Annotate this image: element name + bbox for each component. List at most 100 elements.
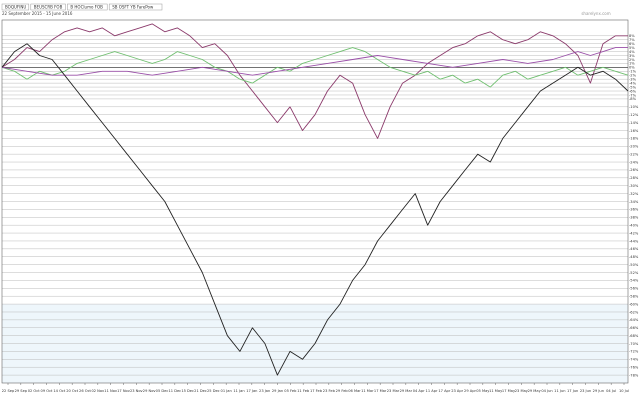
x-tick-label: 23 Feb bbox=[323, 389, 336, 393]
y-tick-label: -78% bbox=[629, 373, 639, 377]
x-tick-label: 11 Feb bbox=[297, 389, 310, 393]
x-tick-label: 23 May bbox=[515, 389, 529, 393]
y-tick-label: -40% bbox=[629, 223, 639, 227]
x-tick-label: 04 Apr bbox=[413, 389, 425, 393]
x-tick-label: 01 Jan bbox=[221, 389, 232, 393]
x-tick-label: 14 Oct bbox=[53, 389, 66, 393]
x-tick-label: 02 Oct bbox=[28, 389, 41, 393]
x-tick-label: 23 Jun bbox=[580, 389, 591, 393]
x-axis: 22 Sep 29 Sep 02 Oct 09 Oct 14 Oct 20 Oct 26 O… bbox=[2, 383, 629, 393]
series-line-1 bbox=[1, 47, 629, 88]
series-line-2 bbox=[1, 47, 628, 76]
y-tick-label: -58% bbox=[629, 294, 639, 298]
y-tick-label: -26% bbox=[629, 168, 639, 172]
y-tick-label: -30% bbox=[629, 184, 639, 188]
x-tick-label: 29 May bbox=[528, 389, 542, 393]
x-tick-label: 06 Mar bbox=[348, 389, 361, 393]
x-tick-label: 20 Oct bbox=[66, 389, 79, 393]
legend-box bbox=[30, 3, 66, 11]
x-tick-label: 17 May bbox=[502, 389, 516, 393]
x-tick-label: 29 Nov bbox=[143, 389, 157, 393]
x-tick-label: 17 Mar bbox=[374, 389, 387, 393]
legend-box bbox=[67, 3, 108, 11]
legend-label: BOQUFINU bbox=[5, 5, 26, 10]
y-tick-label: -28% bbox=[629, 176, 639, 180]
y-axis: 8%7%6%5%4%3%2%1%0%-1%-2%-3%-4%-5%-6%-7%-… bbox=[629, 34, 639, 377]
x-tick-label: 09 Oct bbox=[41, 389, 54, 393]
y-tick-label: -72% bbox=[629, 350, 639, 354]
y-tick-label: -36% bbox=[629, 208, 639, 212]
y-tick-label: 2% bbox=[629, 58, 635, 62]
x-tick-label: 23 Apr bbox=[451, 389, 463, 393]
y-tick-label: -12% bbox=[629, 113, 639, 117]
y-tick-label: -44% bbox=[629, 239, 639, 243]
y-tick-label: 4% bbox=[629, 50, 635, 54]
y-tick-label: -50% bbox=[629, 263, 639, 267]
legend: BOQUFINU BEUSCRB FOB B HOCIumo FOB SB OSFT … bbox=[1, 3, 163, 11]
x-tick-label: 04 Jun bbox=[541, 389, 552, 393]
y-tick-label: -62% bbox=[629, 310, 639, 314]
x-tick-label: 10 Jul bbox=[619, 389, 629, 393]
y-tick-label: -60% bbox=[629, 302, 639, 306]
y-tick-label: -46% bbox=[629, 247, 639, 251]
x-tick-label: 17 Jun bbox=[567, 389, 578, 393]
x-tick-label: 23 Jan bbox=[259, 389, 270, 393]
y-tick-label: -22% bbox=[629, 152, 639, 156]
x-tick-label: 15 Dec bbox=[181, 389, 194, 393]
series-lines bbox=[1, 23, 629, 376]
y-tick-label: -8% bbox=[629, 97, 637, 101]
legend-box bbox=[1, 3, 30, 11]
y-tick-label: -56% bbox=[629, 287, 639, 291]
y-tick-label: -6% bbox=[629, 89, 637, 93]
x-tick-label: 17 Jan bbox=[246, 389, 257, 393]
x-tick-label: 17 Nov bbox=[117, 389, 131, 393]
x-tick-label: 11 Apr bbox=[426, 389, 438, 393]
x-tick-label: 29 Apr bbox=[464, 389, 476, 393]
x-tick-label: 05 Dec bbox=[156, 389, 169, 393]
y-tick-label: 1% bbox=[629, 62, 635, 66]
series-line-3 bbox=[1, 43, 629, 376]
y-tick-label: -2% bbox=[629, 74, 637, 78]
y-tick-label: -70% bbox=[629, 342, 639, 346]
y-tick-label: -64% bbox=[629, 318, 639, 322]
x-tick-label: 22 Sep bbox=[2, 389, 15, 393]
plot-frame bbox=[1, 19, 629, 384]
x-tick-label: 25 Dec bbox=[207, 389, 220, 393]
y-tick-label: -48% bbox=[629, 255, 639, 259]
y-tick-label: -32% bbox=[629, 192, 639, 196]
x-tick-label: 05 May bbox=[476, 389, 490, 393]
y-tick-label: -68% bbox=[629, 334, 639, 338]
y-tick-label: -52% bbox=[629, 271, 639, 275]
x-tick-label: 29 Jun bbox=[593, 389, 604, 393]
y-tick-label: 7% bbox=[629, 38, 635, 42]
y-tick-label: -20% bbox=[629, 145, 639, 149]
y-tick-label: -76% bbox=[629, 366, 639, 370]
y-tick-label: -14% bbox=[629, 121, 639, 125]
x-tick-label: 21 Dec bbox=[194, 389, 207, 393]
x-tick-label: 23 Mar bbox=[387, 389, 400, 393]
y-tick-label: -7% bbox=[629, 93, 637, 97]
x-tick-label: 29 Feb bbox=[336, 389, 349, 393]
x-tick-label: 26 Oct bbox=[79, 389, 92, 393]
y-tick-label: -16% bbox=[629, 129, 639, 133]
series-line-0 bbox=[1, 23, 628, 139]
x-tick-label: 11 Nov bbox=[104, 389, 118, 393]
y-tick-label: -10% bbox=[629, 105, 639, 109]
x-tick-label: 11 Dec bbox=[168, 389, 181, 393]
x-tick-label: 04 Jul bbox=[606, 389, 616, 393]
y-tick-label: -54% bbox=[629, 279, 639, 283]
y-tick-label: -38% bbox=[629, 216, 639, 220]
grid bbox=[1, 19, 629, 384]
y-tick-label: 5% bbox=[629, 46, 635, 50]
y-tick-label: 8% bbox=[629, 34, 635, 38]
chart-subtitle: 22 September 2015 - 15 June 2016 bbox=[2, 11, 73, 16]
x-tick-label: 05 Feb bbox=[284, 389, 297, 393]
y-tick-label: -18% bbox=[629, 137, 639, 141]
legend-box bbox=[108, 3, 163, 11]
x-tick-label: 17 Apr bbox=[438, 389, 450, 393]
y-tick-label: 3% bbox=[629, 54, 635, 58]
x-tick-label: 11 Jan bbox=[233, 389, 244, 393]
x-tick-label: 02 Nov bbox=[91, 389, 105, 393]
y-tick-label: -1% bbox=[629, 70, 637, 74]
